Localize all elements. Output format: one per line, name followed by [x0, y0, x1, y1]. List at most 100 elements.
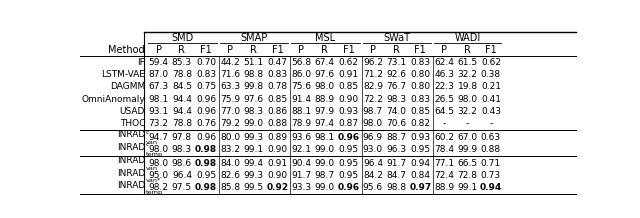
Text: 0.78: 0.78: [268, 82, 287, 91]
Text: 99.1: 99.1: [243, 145, 264, 154]
Text: 0.91: 0.91: [268, 159, 287, 168]
Text: 0.96: 0.96: [196, 107, 216, 116]
Text: 63.3: 63.3: [220, 82, 240, 91]
Text: 0.43: 0.43: [481, 107, 501, 116]
Text: 0.86: 0.86: [268, 107, 287, 116]
Text: 99.4: 99.4: [243, 159, 263, 168]
Text: 62.4: 62.4: [435, 58, 454, 67]
Text: 99.8: 99.8: [243, 82, 264, 91]
Text: 98.3: 98.3: [172, 145, 192, 154]
Text: R: R: [179, 44, 186, 54]
Text: P: P: [156, 44, 162, 54]
Text: P: P: [227, 44, 233, 54]
Text: 75.9: 75.9: [220, 95, 240, 104]
Text: 78.4: 78.4: [435, 145, 454, 154]
Text: 97.4: 97.4: [315, 119, 335, 128]
Text: 78.8: 78.8: [172, 119, 192, 128]
Text: 95.0: 95.0: [148, 171, 169, 180]
Text: R: R: [464, 44, 471, 54]
Text: 0.92: 0.92: [266, 183, 289, 192]
Text: 0.85: 0.85: [339, 82, 359, 91]
Text: 0.73: 0.73: [481, 171, 501, 180]
Text: 0.95: 0.95: [196, 171, 216, 180]
Text: 0.83: 0.83: [410, 95, 430, 104]
Text: 83.2: 83.2: [220, 145, 240, 154]
Text: 72.4: 72.4: [435, 171, 454, 180]
Text: 0.96: 0.96: [196, 133, 216, 142]
Text: 99.5: 99.5: [243, 183, 264, 192]
Text: 98.0: 98.0: [148, 159, 169, 168]
Text: INRAD: INRAD: [116, 143, 145, 152]
Text: van: van: [145, 166, 157, 171]
Text: 80.0: 80.0: [220, 133, 240, 142]
Text: F1: F1: [343, 44, 355, 54]
Text: 99.1: 99.1: [458, 183, 477, 192]
Text: 0.98: 0.98: [195, 159, 217, 168]
Text: 73.1: 73.1: [386, 58, 406, 67]
Text: 87.0: 87.0: [148, 70, 169, 79]
Text: 0.70: 0.70: [196, 58, 216, 67]
Text: P: P: [442, 44, 447, 54]
Text: 0.91: 0.91: [339, 70, 359, 79]
Text: INRAD: INRAD: [116, 169, 145, 178]
Text: 44.2: 44.2: [220, 58, 240, 67]
Text: 78.8: 78.8: [172, 70, 192, 79]
Text: 72.2: 72.2: [363, 95, 383, 104]
Text: 67.0: 67.0: [458, 133, 477, 142]
Text: 0.88: 0.88: [268, 119, 287, 128]
Text: 0.93: 0.93: [339, 107, 359, 116]
Text: 0.95: 0.95: [410, 145, 430, 154]
Text: 64.5: 64.5: [435, 107, 454, 116]
Text: 59.4: 59.4: [148, 58, 168, 67]
Text: -: -: [490, 119, 493, 128]
Text: 98.8: 98.8: [386, 183, 406, 192]
Text: 19.8: 19.8: [458, 82, 477, 91]
Text: 79.2: 79.2: [220, 119, 240, 128]
Text: INRAD: INRAD: [116, 181, 145, 190]
Text: 93.0: 93.0: [363, 145, 383, 154]
Text: 0.88: 0.88: [481, 145, 501, 154]
Text: 92.1: 92.1: [291, 145, 312, 154]
Text: 0.47: 0.47: [268, 58, 287, 67]
Text: LSTM-VAE: LSTM-VAE: [101, 70, 145, 79]
Text: 90.4: 90.4: [291, 159, 312, 168]
Text: 98.0: 98.0: [458, 95, 477, 104]
Text: c: c: [145, 142, 149, 147]
Text: 0.80: 0.80: [410, 70, 430, 79]
Text: Method: Method: [108, 44, 145, 54]
Text: 22.3: 22.3: [435, 82, 454, 91]
Text: 0.94: 0.94: [410, 159, 430, 168]
Text: 0.93: 0.93: [410, 133, 430, 142]
Text: temp: temp: [145, 190, 163, 195]
Text: 0.97: 0.97: [409, 183, 431, 192]
Text: 78.9: 78.9: [291, 119, 312, 128]
Text: 77.1: 77.1: [435, 159, 454, 168]
Text: USAD: USAD: [120, 107, 145, 116]
Text: IF: IF: [137, 58, 145, 67]
Text: 96.9: 96.9: [363, 133, 383, 142]
Text: 46.3: 46.3: [435, 70, 454, 79]
Text: WADI: WADI: [454, 33, 481, 43]
Text: 98.1: 98.1: [148, 95, 169, 104]
Text: 71.2: 71.2: [363, 70, 383, 79]
Text: 60.2: 60.2: [435, 133, 454, 142]
Text: 0.98: 0.98: [195, 183, 217, 192]
Text: 82.9: 82.9: [363, 82, 383, 91]
Text: F1: F1: [200, 44, 212, 54]
Text: 67.3: 67.3: [148, 82, 169, 91]
Text: c: c: [145, 130, 149, 135]
Text: 77.0: 77.0: [220, 107, 240, 116]
Text: 99.3: 99.3: [243, 171, 264, 180]
Text: OmniAnomaly: OmniAnomaly: [81, 95, 145, 104]
Text: INRAD: INRAD: [116, 156, 145, 165]
Text: 98.3: 98.3: [386, 95, 406, 104]
Text: 98.8: 98.8: [243, 70, 264, 79]
Text: 0.90: 0.90: [268, 171, 287, 180]
Text: R: R: [250, 44, 257, 54]
Text: INRAD: INRAD: [116, 130, 145, 139]
Text: 0.62: 0.62: [481, 58, 501, 67]
Text: 94.4: 94.4: [172, 107, 192, 116]
Text: 0.75: 0.75: [196, 82, 216, 91]
Text: 0.41: 0.41: [481, 95, 501, 104]
Text: 0.83: 0.83: [196, 70, 216, 79]
